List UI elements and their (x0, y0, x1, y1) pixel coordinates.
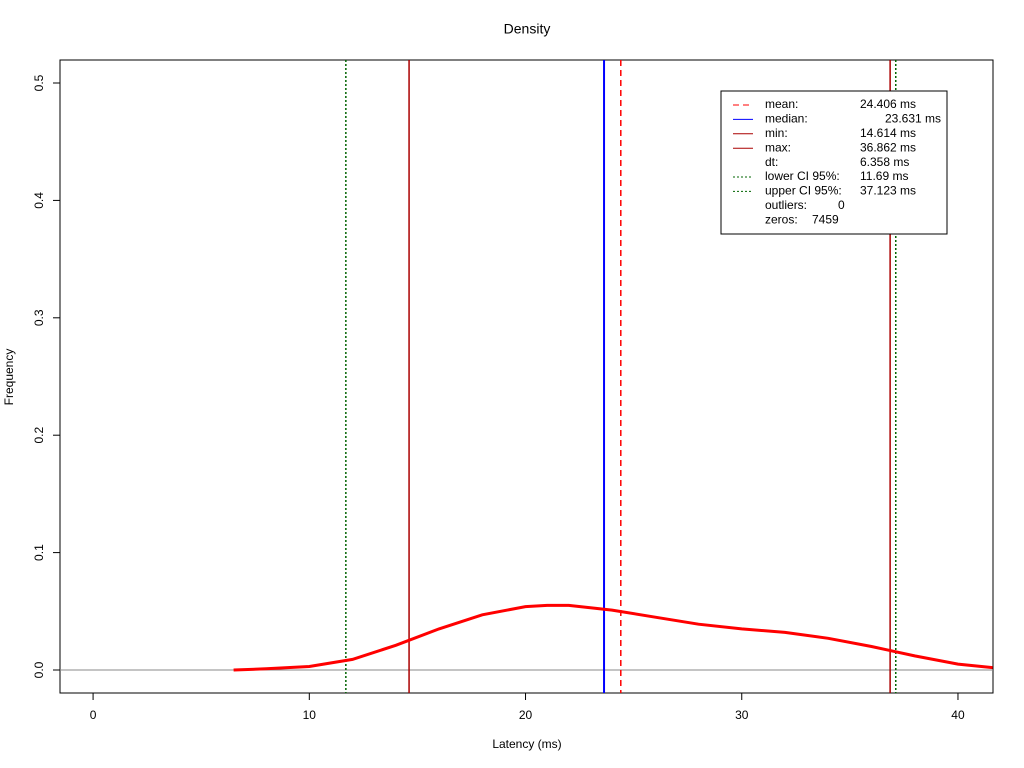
legend-value: 14.614 ms (860, 126, 916, 140)
legend-label: median: (765, 112, 808, 126)
legend-label: upper CI 95%: (765, 184, 842, 198)
legend-value: 6.358 ms (860, 155, 909, 169)
legend-label: min: (765, 126, 788, 140)
plot-frame (59, 59, 994, 694)
legend-label: lower CI 95%: (765, 169, 840, 183)
legend-label: max: (765, 140, 791, 154)
legend-value: 7459 (812, 212, 839, 226)
x-tick-label: 20 (519, 708, 533, 722)
density-curve (233, 603, 993, 672)
y-tick-label: 0.3 (32, 309, 46, 326)
legend-label: outliers: (765, 198, 807, 212)
legend-box (720, 90, 948, 235)
legend-label: zeros: (765, 212, 798, 226)
legend-label: mean: (765, 97, 798, 111)
y-tick-label: 0.0 (32, 661, 46, 678)
x-tick-label: 30 (735, 708, 749, 722)
legend-value: 11.69 ms (860, 169, 908, 183)
x-tick-label: 10 (303, 708, 317, 722)
y-tick-label: 0.2 (32, 427, 46, 444)
chart-title: Density (504, 21, 551, 37)
legend-value: 0 (838, 198, 845, 212)
x-axis-label: Latency (ms) (492, 737, 561, 751)
x-tick-label: 40 (951, 708, 965, 722)
legend-label: dt: (765, 155, 778, 169)
y-tick-label: 0.1 (32, 544, 46, 561)
legend-value: 24.406 ms (860, 97, 916, 111)
y-tick-label: 0.5 (32, 74, 46, 91)
y-axis-label: Frequency (2, 349, 16, 406)
y-tick-label: 0.4 (32, 192, 46, 209)
legend-value: 37.123 ms (860, 184, 916, 198)
x-tick-label: 0 (90, 708, 97, 722)
legend-value: 36.862 ms (860, 140, 916, 154)
legend-value: 23.631 ms (885, 112, 941, 126)
